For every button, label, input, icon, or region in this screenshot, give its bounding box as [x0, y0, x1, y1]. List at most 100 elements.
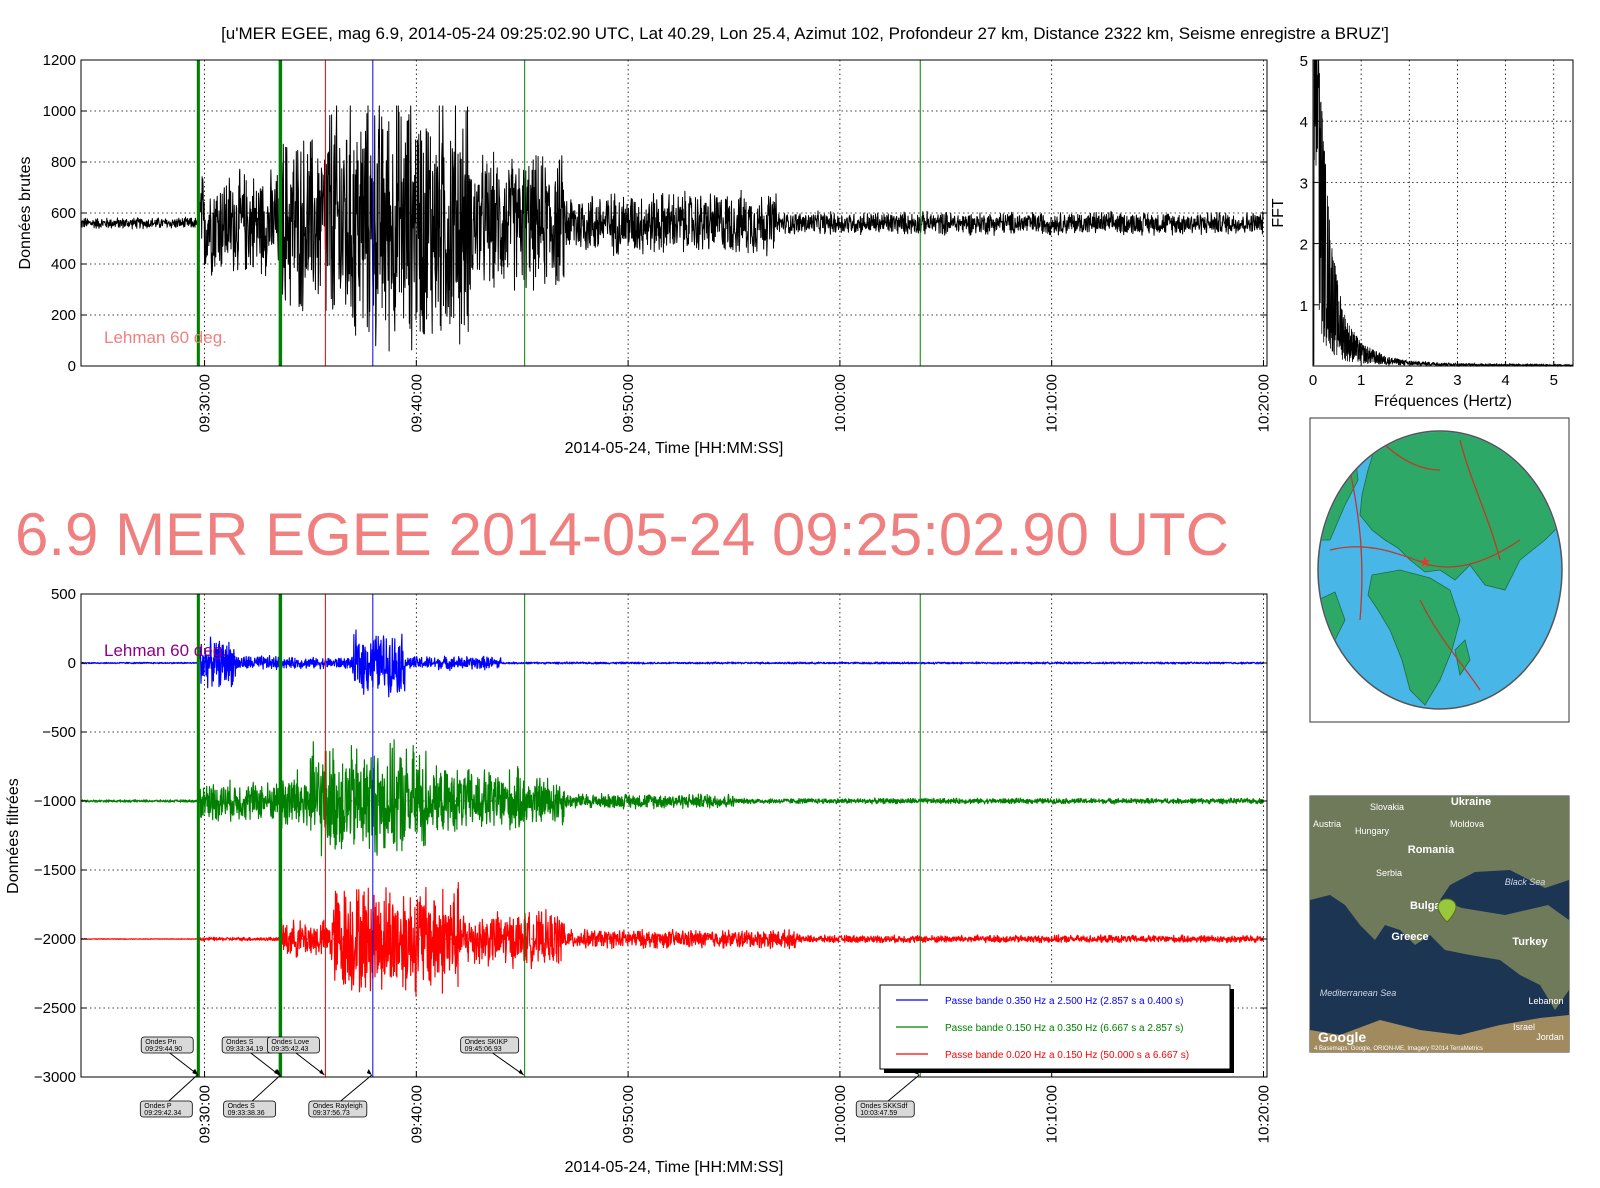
filtered-ytick-label: −1500 [34, 862, 76, 879]
fft-trace [1313, 59, 1574, 368]
fft-panel: 0 1 2 3 4 5 1 2 3 4 5 FFT Fréquences (Hertz) [1270, 53, 1574, 410]
globe-africa [1367, 569, 1461, 706]
phase-arrow-head [275, 1069, 281, 1075]
phase-arrow [492, 1052, 524, 1076]
event-headline: 6.9 MER EGEE 2014-05-24 09:25:02.90 UTC [15, 501, 1229, 568]
globe-madagascar [1454, 639, 1471, 677]
filtered-ytick-label: 0 [68, 655, 76, 672]
phase-label-name: Ondes SKKSdf [860, 1103, 907, 1110]
phase-arrow [887, 1074, 920, 1102]
fft-y-axis-label: FFT [1270, 198, 1287, 228]
map-label-turkey: Turkey [1512, 936, 1548, 948]
raw-xtick-label: 10:10:00 [1044, 374, 1061, 432]
raw-xtick-label: 10:00:00 [832, 374, 849, 432]
raw-ytick-label: 1200 [43, 52, 76, 69]
raw-ytick-label: 800 [51, 154, 76, 171]
phase-label-box [460, 1036, 520, 1054]
legend-entry-green: Passe bande 0.150 Hz a 0.350 Hz (6.667 s… [945, 1023, 1184, 1034]
raw-trace [80, 105, 1264, 352]
map-label-mediterranean: Mediterranean Sea [1320, 988, 1397, 998]
map-label-israel: Israel [1513, 1022, 1535, 1032]
phase-arrow [340, 1074, 373, 1102]
map-label-serbia: Serbia [1376, 868, 1402, 878]
fft-xtick-label: 5 [1550, 372, 1558, 389]
phase-arrow [168, 1074, 198, 1102]
phase-label-name: Ondes S [226, 1039, 254, 1046]
fft-xtick-label: 1 [1357, 372, 1365, 389]
globe-plate-boundaries [1329, 439, 1521, 691]
phase-label-time: 09:33:38.36 [228, 1110, 265, 1117]
phase-label-name: Ondes Love [271, 1039, 309, 1046]
filtered-series-line-blue [80, 629, 1265, 698]
filtered-ytick-label: −2000 [34, 931, 76, 948]
phase-label-box [140, 1036, 194, 1054]
phase-label-time: 09:35:42.43 [271, 1046, 308, 1053]
fft-xtick-label: 0 [1309, 372, 1317, 389]
regional-map-north-africa [1310, 1015, 1569, 1052]
map-label-austria: Austria [1313, 819, 1341, 829]
phase-label-box [223, 1100, 277, 1118]
filtered-ytick-label: 500 [51, 586, 76, 603]
fft-xtick-label: 4 [1501, 372, 1509, 389]
phase-label-time: 10:03:47.59 [860, 1110, 897, 1117]
filtered-axes-frame [80, 593, 1268, 1078]
filtered-traces [80, 629, 1265, 997]
filtered-y-ticks: −3000 −2500 −2000 −1500 −1000 −500 0 500 [34, 586, 1267, 1086]
filtered-phase-lines [196, 594, 921, 1077]
map-label-jordan: Jordan [1536, 1032, 1564, 1042]
phase-label-box [855, 1100, 915, 1118]
phase-label-name: Ondes Pn [145, 1039, 176, 1046]
legend: Passe bande 0.350 Hz a 2.500 Hz (2.857 s… [879, 984, 1234, 1073]
phase-label-box [139, 1100, 193, 1118]
phase-arrow [250, 1052, 280, 1076]
phase-label-time: 09:33:34.19 [226, 1046, 263, 1053]
phase-label-time: 09:29:44.90 [145, 1046, 182, 1053]
map-label-hungary: Hungary [1355, 826, 1390, 836]
filtered-ytick-label: −2500 [34, 1000, 76, 1017]
phase-arrow-head [518, 1069, 524, 1075]
phase-label-name: Ondes SKIKP [465, 1039, 509, 1046]
filtered-y-axis-label: Données filtrées [5, 778, 22, 894]
fft-ytick-label: 1 [1300, 298, 1308, 315]
filtered-xtick-label: 09:30:00 [197, 1085, 214, 1143]
fft-ytick-label: 4 [1300, 114, 1308, 131]
filtered-ytick-label: −3000 [34, 1069, 76, 1086]
fft-spectrum-line [1313, 59, 1574, 368]
legend-entry-red: Passe bande 0.020 Hz a 0.150 Hz (50.000 … [945, 1050, 1189, 1061]
raw-ytick-label: 200 [51, 307, 76, 324]
phase-arrow [295, 1052, 325, 1076]
raw-lehman-label: Lehman 60 deg. [104, 328, 227, 347]
filtered-x-ticks: 09:30:00 09:40:00 09:50:00 10:00:00 10:10:00… [197, 1071, 1272, 1143]
phase-label-time: 09:45:06.93 [465, 1046, 502, 1053]
fft-ytick-label: 3 [1300, 175, 1308, 192]
filtered-xtick-label: 10:10:00 [1044, 1085, 1061, 1143]
raw-ytick-label: 600 [51, 205, 76, 222]
phase-arrow [251, 1074, 281, 1102]
raw-ytick-label: 400 [51, 256, 76, 273]
phase-arrow-head [319, 1069, 325, 1075]
filtered-ytick-label: −500 [42, 724, 76, 741]
phase-label-name: Ondes S [228, 1103, 256, 1110]
map-label-romania: Romania [1408, 844, 1455, 856]
filtered-xtick-label: 09:50:00 [620, 1085, 637, 1143]
phase-label-name: Ondes P [144, 1103, 172, 1110]
filtered-data-panel: −3000 −2500 −2000 −1500 −1000 −500 0 500 09:30:… [5, 586, 1272, 1176]
phase-label-box [267, 1036, 320, 1054]
map-label-moldova: Moldova [1450, 819, 1484, 829]
map-label-black-sea: Black Sea [1505, 877, 1546, 887]
map-label-greece: Greece [1391, 931, 1428, 943]
map-label-ukraine: Ukraine [1451, 796, 1491, 808]
map-label-slovakia: Slovakia [1370, 802, 1404, 812]
map-label-lebanon: Lebanon [1528, 996, 1563, 1006]
filtered-xtick-label: 10:00:00 [832, 1085, 849, 1143]
filtered-xtick-label: 09:40:00 [408, 1085, 425, 1143]
fft-xtick-label: 2 [1405, 372, 1413, 389]
filtered-xtick-label: 10:20:00 [1255, 1085, 1272, 1143]
legend-box [879, 984, 1231, 1070]
regional-map: Ukraine Slovakia Austria Hungary Moldova… [1309, 795, 1570, 1053]
fft-grid [1313, 60, 1573, 366]
fft-x-axis-label: Fréquences (Hertz) [1374, 393, 1512, 410]
raw-y-axis-label: Données brutes [17, 157, 34, 270]
